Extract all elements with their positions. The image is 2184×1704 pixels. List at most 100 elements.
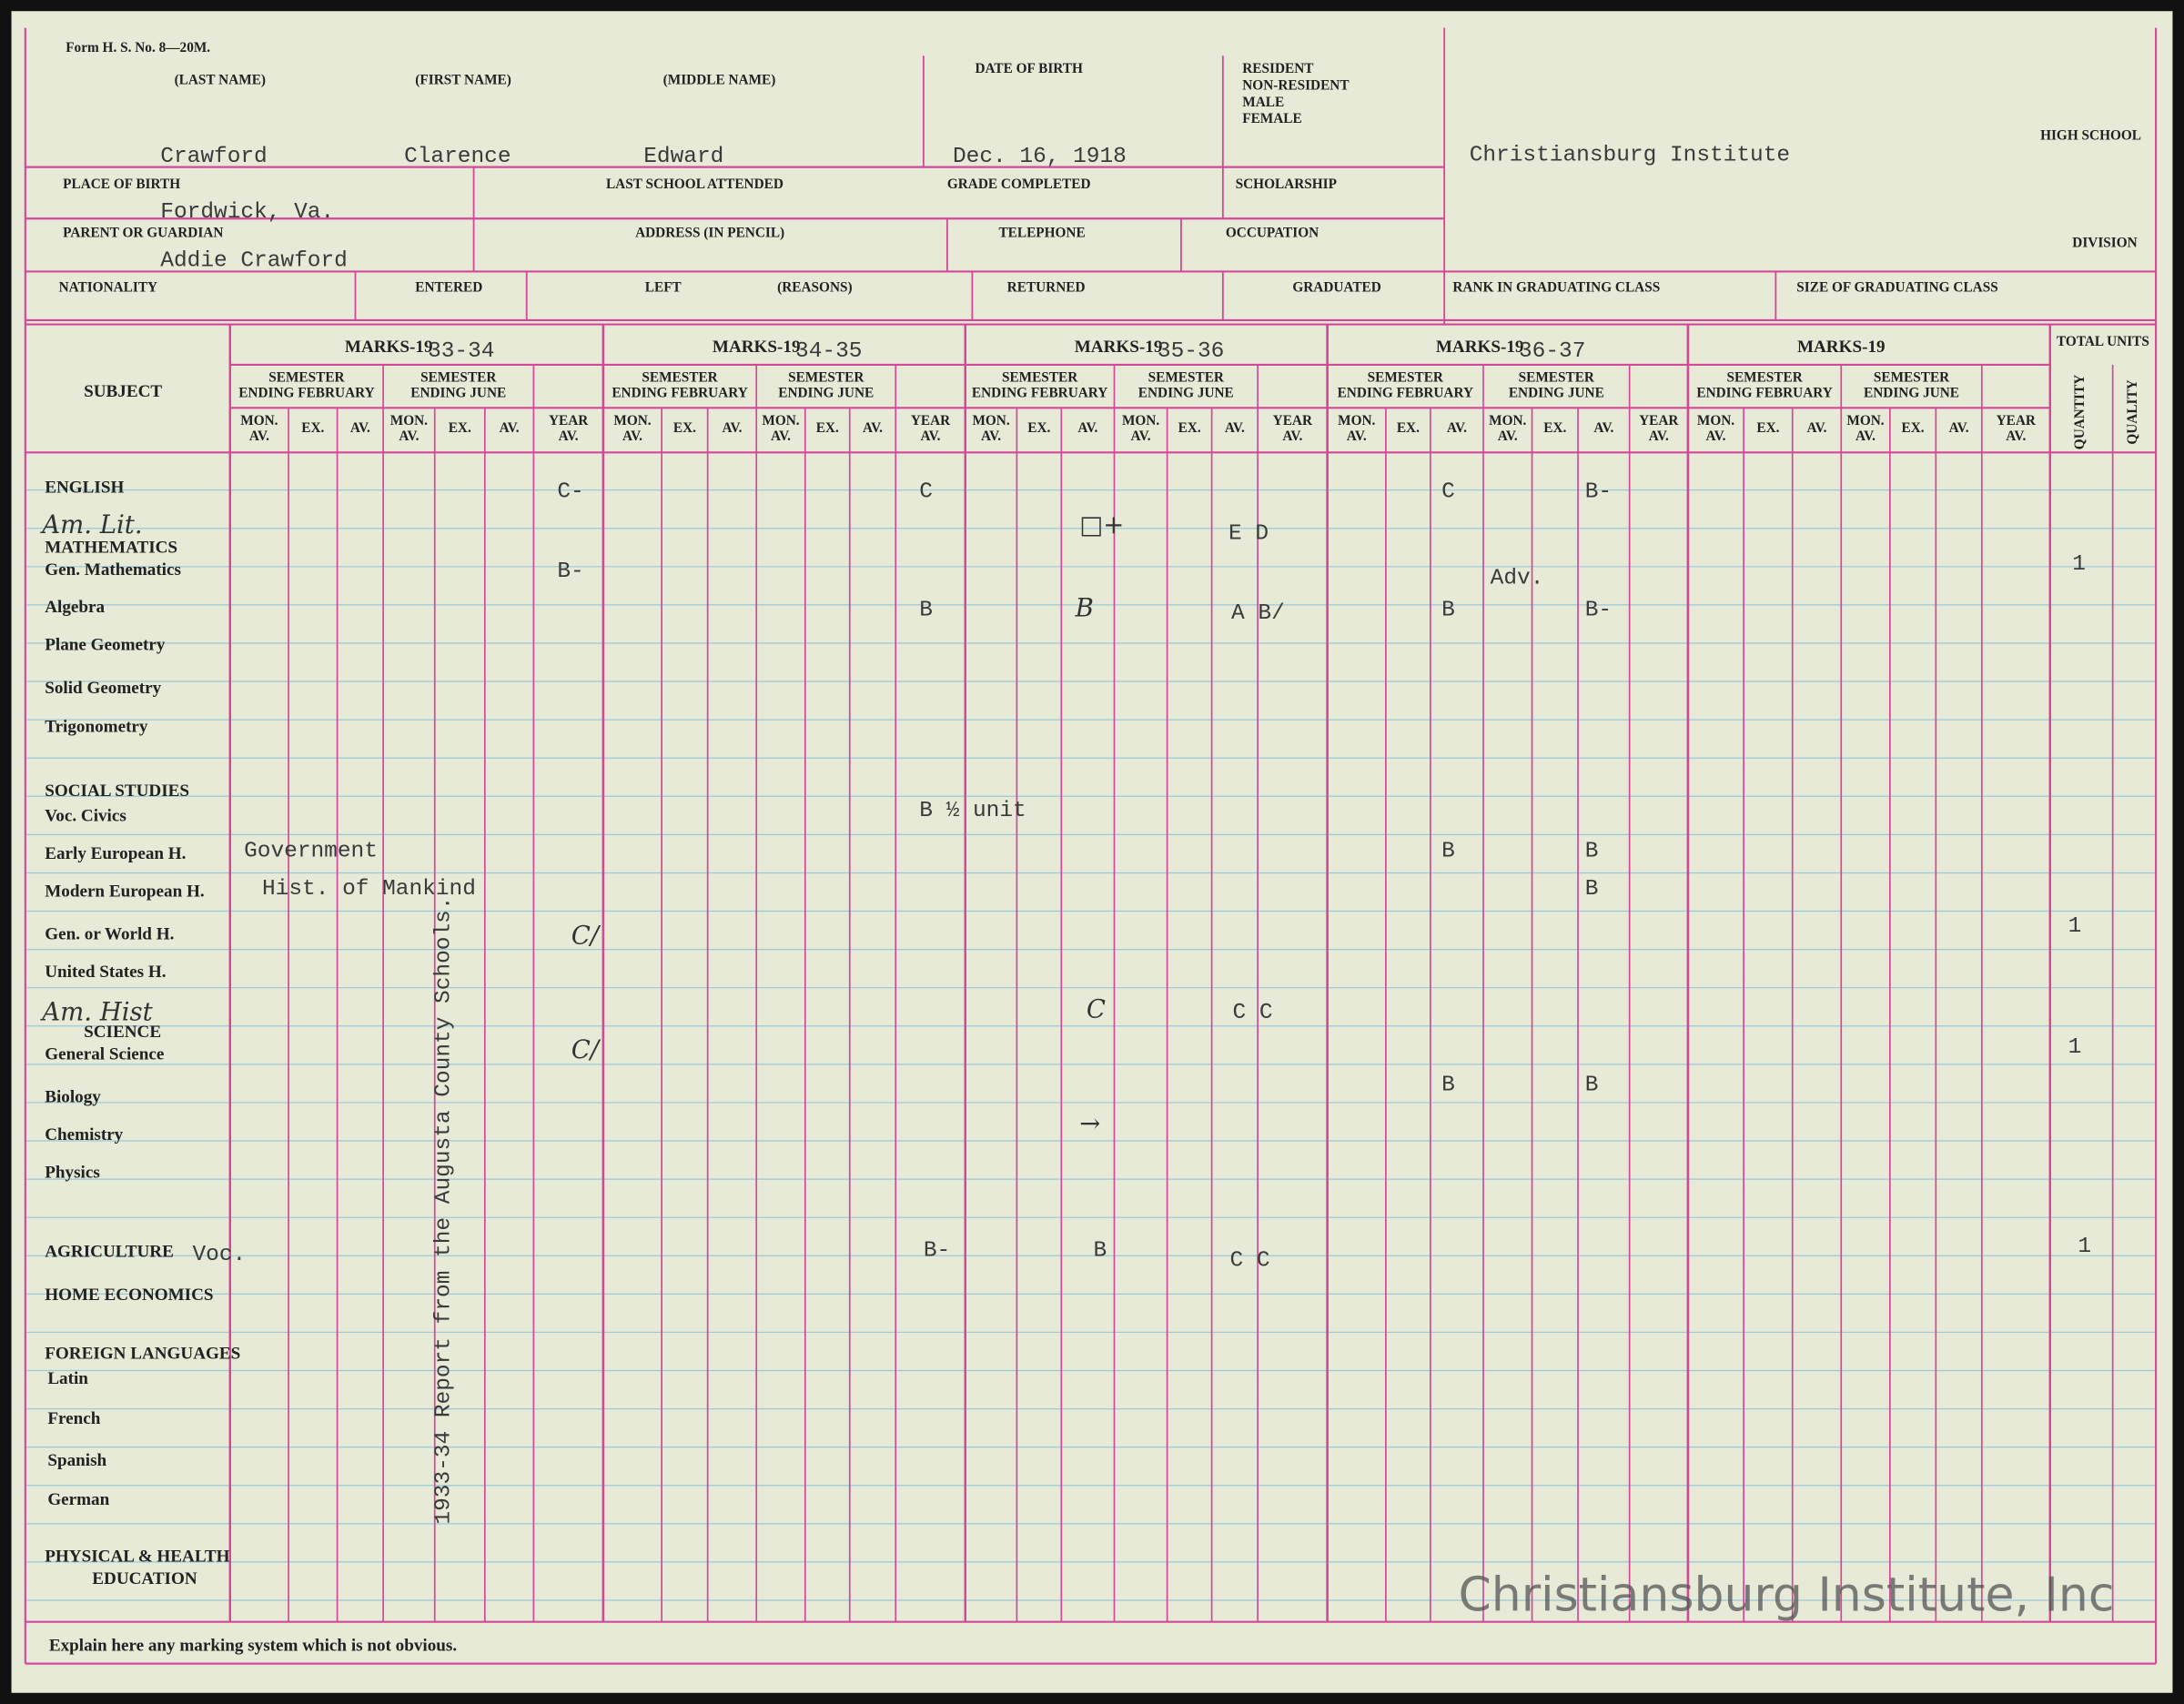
column-label: MON. xyxy=(972,413,1009,429)
subject: Physics xyxy=(45,1163,100,1182)
occupation-label: OCCUPATION xyxy=(1226,226,1319,241)
grade-entry: B xyxy=(1585,839,1599,863)
column-label: AV. xyxy=(1855,429,1876,444)
grade-entry: Am. Hist xyxy=(39,998,153,1027)
subject-label: SUBJECT xyxy=(84,382,162,401)
birth-label: DATE OF BIRTH xyxy=(975,61,1083,76)
column-label: AV. xyxy=(1077,420,1097,436)
column-label: AV. xyxy=(399,429,419,444)
scholarship-label: SCHOLARSHIP xyxy=(1236,176,1337,192)
footer-note: Explain here any marking system which is… xyxy=(49,1637,457,1656)
subject: Modern European H. xyxy=(45,882,204,901)
column-label: AV. xyxy=(1347,429,1367,444)
guardian-label: PARENT OR GUARDIAN xyxy=(63,226,223,241)
semester-label: SEMESTER xyxy=(1726,370,1803,386)
graduated-label: GRADUATED xyxy=(1292,279,1380,295)
column-label: MON. xyxy=(613,413,651,429)
school-year: 34-35 xyxy=(795,339,862,364)
column-label: MON. xyxy=(1846,413,1884,429)
grade-entry: C- xyxy=(557,480,583,505)
grade-entry: A B/ xyxy=(1231,601,1285,626)
grade-entry: B- xyxy=(557,560,583,584)
grade-entry: C C xyxy=(1229,1248,1269,1273)
school-year: 35-36 xyxy=(1158,339,1224,364)
column-label: EX. xyxy=(301,420,324,436)
total-units-label: TOTAL UNITS xyxy=(2057,334,2149,349)
first-name: Clarence xyxy=(404,145,511,169)
marks-label: MARKS-19 xyxy=(713,338,801,357)
semester-label: ENDING JUNE xyxy=(778,386,874,401)
subject: Voc. Civics xyxy=(45,807,126,826)
grade-entry: B xyxy=(1441,599,1455,623)
semester-label: SEMESTER xyxy=(1148,370,1225,386)
grade-entry: Hist. of Mankind xyxy=(262,877,476,902)
grade-entry: Voc. xyxy=(192,1243,246,1267)
column-label: EX. xyxy=(673,420,696,436)
birth-date: Dec. 16, 1918 xyxy=(953,145,1127,169)
subject: Solid Geometry xyxy=(45,679,161,698)
entered-label: ENTERED xyxy=(415,279,482,295)
status-label: MALE xyxy=(1242,95,1284,110)
subject: Gen. Mathematics xyxy=(45,560,181,580)
grade-entry: Government xyxy=(244,839,378,863)
column-label: AV. xyxy=(921,429,941,444)
column-label: YEAR xyxy=(911,413,951,429)
unit-label: QUALITY xyxy=(2125,379,2140,444)
status-label: NON-RESIDENT xyxy=(1242,77,1349,93)
rank-label: RANK IN GRADUATING CLASS xyxy=(1452,279,1660,295)
grade-entry: C/ xyxy=(571,921,602,950)
semester-label: SEMESTER xyxy=(1874,370,1950,386)
address-label: ADDRESS (IN PENCIL) xyxy=(635,226,784,241)
column-label: YEAR xyxy=(1997,413,2037,429)
column-label: AV. xyxy=(1949,420,1969,436)
middle-name-label: (MIDDLE NAME) xyxy=(663,72,776,87)
grade-entry: B xyxy=(1585,1074,1599,1098)
semester-label: ENDING FEBRUARY xyxy=(238,386,374,401)
status-label: FEMALE xyxy=(1242,111,1301,126)
column-label: AV. xyxy=(863,420,883,436)
column-label: EX. xyxy=(1902,420,1925,436)
grade-entry: B- xyxy=(924,1239,950,1264)
nationality-label: NATIONALITY xyxy=(59,279,158,295)
grade-entry: □+ xyxy=(1079,510,1124,539)
grade-entry: Adv. xyxy=(1491,567,1544,591)
grade-entry: 1 xyxy=(2072,552,2086,577)
column-label: MON. xyxy=(762,413,799,429)
column-label: AV. xyxy=(771,429,791,444)
subject: Biology xyxy=(45,1088,101,1107)
column-label: EX. xyxy=(1027,420,1050,436)
last-school-label: LAST SCHOOL ATTENDED xyxy=(606,176,784,192)
grade-label: GRADE COMPLETED xyxy=(947,176,1091,192)
subject: PHYSICAL & HEALTH xyxy=(45,1548,229,1567)
semester-label: ENDING JUNE xyxy=(410,386,506,401)
subject: Gen. or World H. xyxy=(45,925,174,944)
semester-label: ENDING JUNE xyxy=(1509,386,1604,401)
subject: Plane Geometry xyxy=(45,635,166,654)
column-label: YEAR xyxy=(1273,413,1313,429)
grade-entry: 1 xyxy=(2068,1035,2082,1060)
guardian: Addie Crawford xyxy=(160,249,348,274)
grade-entry: 1 xyxy=(2078,1235,2091,1259)
column-label: AV. xyxy=(1649,429,1669,444)
column-label: AV. xyxy=(1593,420,1613,436)
marks-label: MARKS-19 xyxy=(1436,338,1524,357)
subject: EDUCATION xyxy=(92,1569,197,1588)
grade-entry: C/ xyxy=(571,1035,602,1064)
column-label: MON. xyxy=(240,413,278,429)
returned-label: RETURNED xyxy=(1007,279,1086,295)
subject: ENGLISH xyxy=(45,479,124,498)
subject: German xyxy=(47,1490,109,1509)
grade-entry: B xyxy=(1075,594,1094,623)
status-label: RESIDENT xyxy=(1242,61,1313,76)
column-label: AV. xyxy=(1131,429,1151,444)
grade-entry: B xyxy=(1094,1239,1107,1264)
column-label: EX. xyxy=(1178,420,1201,436)
form: Form H. S. No. 8—20M. xyxy=(66,40,210,55)
semester-label: ENDING FEBRUARY xyxy=(612,386,747,401)
subject: AGRICULTURE xyxy=(45,1243,174,1262)
subject: SOCIAL STUDIES xyxy=(45,781,189,801)
column-label: AV. xyxy=(559,429,579,444)
column-label: AV. xyxy=(1225,420,1245,436)
subject: General Science xyxy=(45,1044,164,1064)
column-label: EX. xyxy=(1397,420,1420,436)
